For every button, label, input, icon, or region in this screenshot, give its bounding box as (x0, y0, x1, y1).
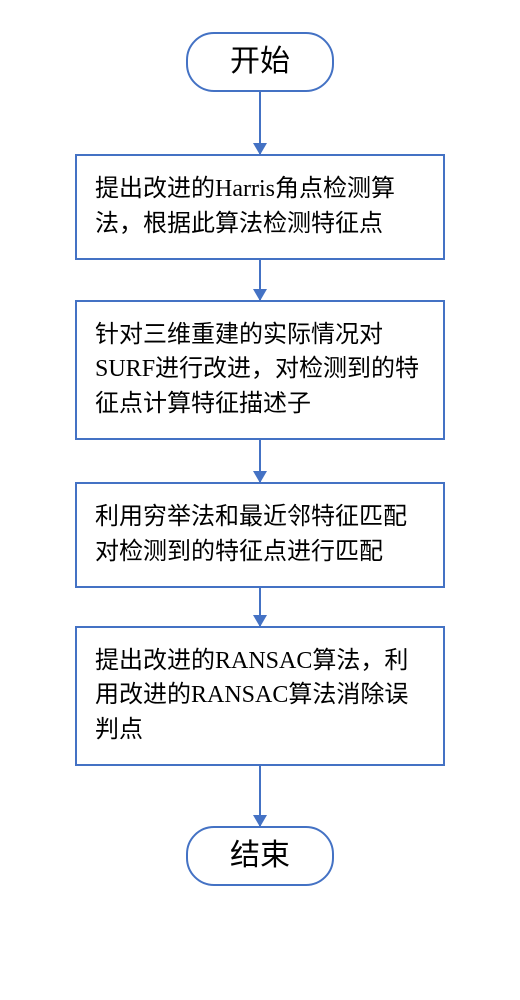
process-step-4: 提出改进的RANSAC算法，利用改进的RANSAC算法消除误判点 (75, 626, 445, 766)
end-label: 结束 (230, 839, 290, 872)
step4-label: 提出改进的RANSAC算法，利用改进的RANSAC算法消除误判点 (95, 644, 425, 748)
arrow-4 (259, 588, 261, 626)
end-terminal: 结束 (186, 826, 334, 886)
process-step-1: 提出改进的Harris角点检测算法，根据此算法检测特征点 (75, 154, 445, 260)
arrow-2 (259, 260, 261, 300)
process-step-2: 针对三维重建的实际情况对SURF进行改进，对检测到的特征点计算特征描述子 (75, 300, 445, 440)
process-step-3: 利用穷举法和最近邻特征匹配对检测到的特征点进行匹配 (75, 482, 445, 588)
arrow-1 (259, 92, 261, 154)
step2-label: 针对三维重建的实际情况对SURF进行改进，对检测到的特征点计算特征描述子 (95, 318, 425, 422)
step1-label: 提出改进的Harris角点检测算法，根据此算法检测特征点 (95, 172, 425, 242)
flowchart-container: 开始 提出改进的Harris角点检测算法，根据此算法检测特征点 针对三维重建的实… (0, 0, 520, 886)
arrow-5 (259, 766, 261, 826)
arrow-3 (259, 440, 261, 482)
step3-label: 利用穷举法和最近邻特征匹配对检测到的特征点进行匹配 (95, 500, 425, 570)
start-label: 开始 (230, 45, 290, 78)
start-terminal: 开始 (186, 32, 334, 92)
